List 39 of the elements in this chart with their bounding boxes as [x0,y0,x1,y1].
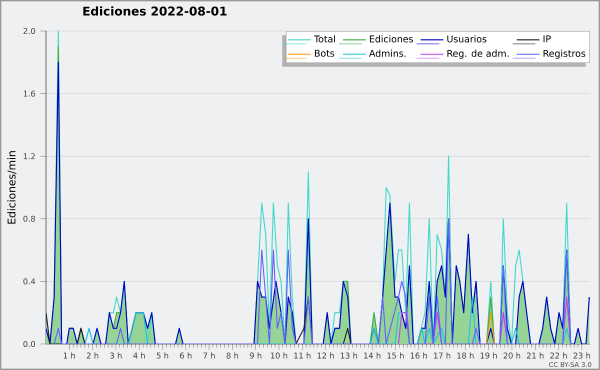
x-tick-label: 8 h [226,352,238,359]
x-tick-label: 9 h [250,352,262,359]
x-tick-label: 22 h [550,352,567,358]
x-tick-label: 19 h [480,352,497,359]
x-tick-label: 2 h [86,352,98,358]
x-tick-label: 5 h [156,352,168,359]
y-tick-label: 1.2 [24,153,35,160]
x-tick-label: 15 h [387,352,404,359]
x-tick-label: 14 h [364,352,380,358]
x-tick-label: 10 h [270,352,288,359]
y-tick-label: 0.0 [23,340,36,347]
x-tick-label: 23 h [574,352,590,359]
legend-label: Registros [544,50,586,59]
x-tick-label: 13 h [340,352,358,359]
chart-title: Ediciones 2022-08-01 [83,6,227,16]
x-tick-label: 21 h [526,352,544,358]
x-tick-label: 17 h [434,352,450,358]
x-tick-label: 7 h [203,352,215,358]
y-tick-label: 0.4 [23,278,36,284]
x-tick-label: 1 h [64,352,75,358]
y-tick-label: 2.0 [23,28,36,34]
y-tick-label: 0.8 [23,216,36,222]
y-tick-label: 1.6 [24,90,36,97]
legend-label: Total [314,35,335,42]
legend-label: Usuarios [447,35,486,42]
y-axis-title: Ediciones/min [7,151,16,224]
legend-label: Ediciones [370,35,413,42]
x-tick-label: 6 h [180,352,192,359]
x-tick-label: 12 h [318,352,334,358]
legend-label: IP [544,35,551,42]
x-tick-label: 11 h [294,352,310,358]
legend-label: Bots [314,50,334,57]
x-tick-label: 16 h [410,352,427,359]
legend-label: Reg. de adm. [447,50,509,59]
legend-label: Admins. [369,50,406,57]
x-tick-label: 3 h [110,352,122,359]
x-tick-label: 20 h [504,352,520,359]
x-tick-label: 18 h [457,352,474,359]
x-tick-label: 4 h [133,352,145,358]
